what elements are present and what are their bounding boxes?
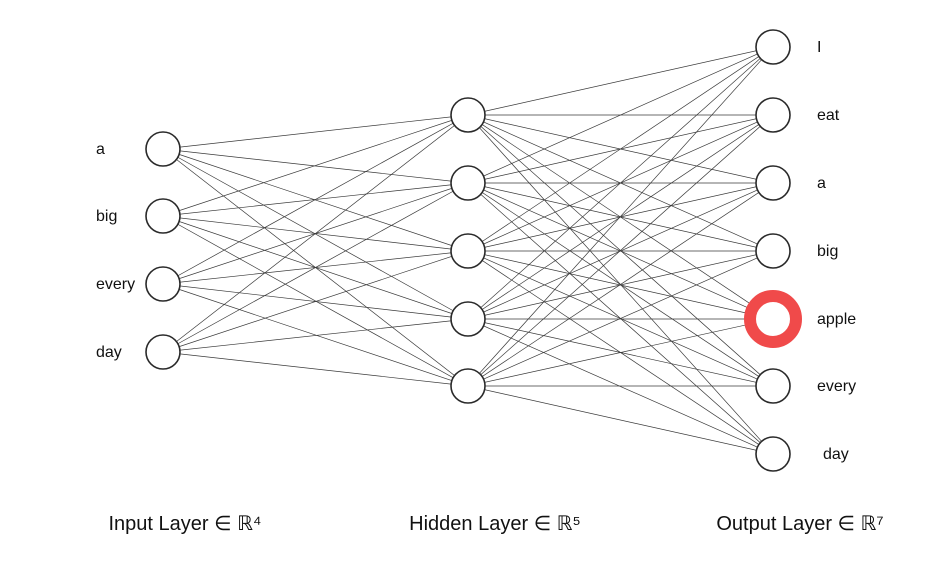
output-label-apple: apple [817,311,856,328]
connection-1-4-to-2-6 [467,385,774,455]
hidden-layer-caption: Hidden Layer ∈ ℝ⁵ [409,513,581,535]
input-neuron-a [145,131,181,167]
connection-0-3-to-1-1 [162,182,469,353]
connection-1-0-to-2-0 [467,46,774,116]
output-label-a: a [817,175,826,192]
input-label-day: day [96,344,122,361]
connections [162,46,774,455]
output-neuron-day [755,436,791,472]
connection-0-2-to-1-0 [162,114,469,285]
output-label-eat: eat [817,107,840,124]
connection-1-4-to-2-0 [467,46,774,387]
input-layer-caption: Input Layer ∈ ℝ⁴ [108,513,261,535]
input-neuron-every [145,266,181,302]
connection-1-3-to-2-0 [467,46,774,320]
connection-0-1-to-1-4 [162,215,469,387]
connection-0-3-to-1-3 [162,318,469,353]
connection-0-3-to-1-4 [162,351,469,387]
output-label-day: day [823,446,849,463]
connection-1-4-to-2-1 [467,114,774,387]
output-neuron-big [755,233,791,269]
hidden-neuron-4 [450,301,486,337]
output-neuron-I [755,29,791,65]
output-label-big: big [817,243,838,260]
hidden-neuron-2 [450,165,486,201]
input-neuron-big [145,198,181,234]
input-neuron-day [145,334,181,370]
connection-1-3-to-2-2 [467,182,774,320]
hidden-neuron-3 [450,233,486,269]
hidden-neuron-1 [450,97,486,133]
input-label-a: a [96,141,105,158]
connection-0-3-to-1-2 [162,250,469,353]
input-label-big: big [96,208,117,225]
connection-0-0-to-1-1 [162,148,469,184]
output-label-I: I [817,39,821,56]
output-layer-caption: Output Layer ∈ ℝ⁷ [716,513,883,535]
connection-1-1-to-2-0 [467,46,774,184]
connection-1-4-to-2-3 [467,250,774,387]
connection-0-3-to-1-0 [162,114,469,353]
connection-1-4-to-2-4 [467,318,774,387]
connection-0-0-to-1-3 [162,148,469,320]
input-label-every: every [96,276,135,293]
connection-1-3-to-2-6 [467,318,774,455]
connection-0-2-to-1-4 [162,283,469,387]
connection-1-4-to-2-2 [467,182,774,387]
connection-0-0-to-1-0 [162,114,469,150]
connection-0-1-to-1-0 [162,114,469,217]
connection-1-2-to-2-0 [467,46,774,252]
output-neuron-a [755,165,791,201]
hidden-neuron-5 [450,368,486,404]
connection-1-3-to-2-3 [467,250,774,320]
output-neuron-every [755,368,791,404]
output-label-every: every [817,378,856,395]
output-neuron-apple-highlighted [744,290,802,348]
neurons [145,29,802,472]
output-neuron-eat [755,97,791,133]
connection-0-0-to-1-2 [162,148,469,252]
